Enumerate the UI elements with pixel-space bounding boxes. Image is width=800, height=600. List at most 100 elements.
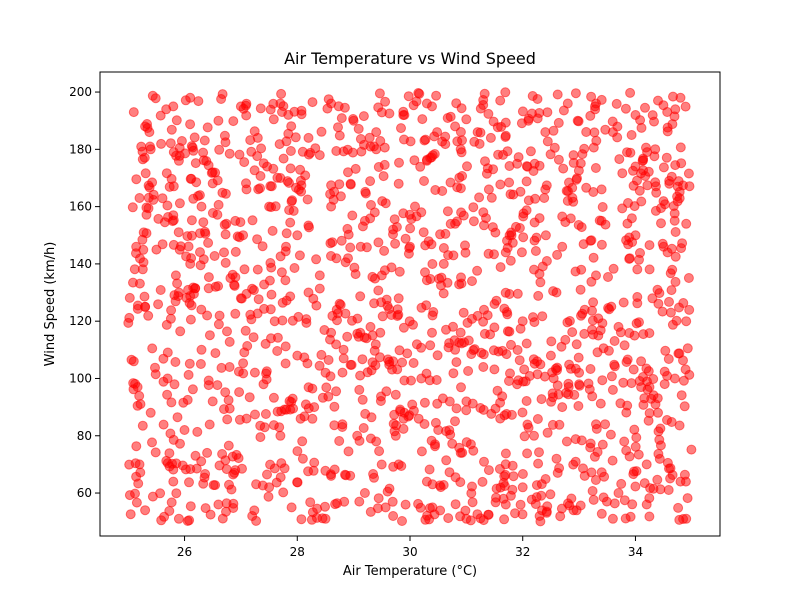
data-point bbox=[171, 115, 182, 126]
data-point bbox=[216, 362, 227, 373]
data-point bbox=[198, 478, 209, 489]
data-point bbox=[587, 324, 597, 335]
data-point bbox=[483, 184, 494, 195]
data-point bbox=[659, 366, 670, 377]
data-point bbox=[216, 94, 227, 104]
data-point bbox=[616, 478, 627, 489]
data-point bbox=[196, 456, 207, 467]
data-point bbox=[131, 174, 142, 185]
data-point bbox=[293, 311, 304, 322]
data-point bbox=[272, 406, 283, 417]
data-point bbox=[180, 148, 191, 159]
data-point bbox=[556, 341, 567, 352]
data-point bbox=[330, 499, 341, 510]
data-point bbox=[158, 419, 169, 430]
data-point bbox=[603, 272, 613, 282]
data-point bbox=[642, 147, 653, 158]
data-point bbox=[350, 163, 361, 174]
data-point bbox=[553, 154, 564, 165]
data-point bbox=[402, 348, 413, 359]
data-point bbox=[259, 422, 270, 433]
x-tick-label: 28 bbox=[290, 545, 305, 559]
data-point bbox=[141, 209, 152, 220]
data-point bbox=[622, 354, 633, 365]
data-point bbox=[389, 409, 400, 420]
data-point bbox=[296, 514, 307, 525]
data-point bbox=[518, 232, 529, 243]
data-point bbox=[132, 382, 143, 392]
data-point bbox=[644, 264, 655, 275]
data-point bbox=[674, 420, 685, 431]
data-point bbox=[468, 216, 479, 227]
data-point bbox=[371, 127, 382, 138]
data-point bbox=[208, 480, 219, 491]
data-point bbox=[641, 459, 652, 470]
data-point bbox=[238, 368, 249, 379]
data-point bbox=[164, 448, 175, 459]
data-point bbox=[325, 371, 336, 382]
data-point bbox=[369, 345, 380, 356]
data-point bbox=[438, 243, 449, 253]
data-point bbox=[596, 184, 607, 195]
data-point bbox=[219, 247, 229, 258]
data-point bbox=[393, 178, 404, 189]
data-point bbox=[285, 146, 296, 156]
data-point bbox=[442, 206, 453, 217]
data-point bbox=[191, 177, 202, 188]
data-point bbox=[224, 479, 234, 490]
data-point bbox=[310, 143, 321, 154]
data-point bbox=[554, 419, 565, 430]
data-point bbox=[506, 339, 516, 350]
data-point bbox=[222, 326, 232, 337]
data-point bbox=[501, 349, 512, 360]
data-point bbox=[454, 172, 465, 183]
data-point bbox=[681, 316, 692, 327]
data-point bbox=[682, 493, 693, 504]
data-point bbox=[607, 513, 618, 524]
data-point bbox=[540, 230, 551, 241]
data-point bbox=[542, 107, 553, 118]
data-point bbox=[316, 126, 327, 137]
data-point bbox=[165, 428, 176, 439]
data-point bbox=[570, 456, 581, 467]
data-point bbox=[175, 241, 186, 252]
data-point bbox=[124, 292, 135, 303]
data-point bbox=[249, 165, 260, 176]
data-point bbox=[253, 294, 264, 305]
data-point bbox=[632, 264, 643, 275]
data-point bbox=[631, 432, 642, 443]
data-point bbox=[652, 284, 663, 295]
data-point bbox=[463, 366, 474, 376]
data-point bbox=[165, 138, 176, 149]
data-point bbox=[312, 503, 323, 514]
data-point bbox=[251, 515, 262, 526]
data-point bbox=[661, 152, 672, 163]
data-point bbox=[552, 89, 563, 100]
data-point bbox=[501, 409, 512, 419]
data-point bbox=[331, 386, 342, 397]
data-point bbox=[586, 467, 597, 478]
data-point bbox=[526, 494, 537, 505]
data-point bbox=[422, 154, 432, 165]
data-point bbox=[286, 397, 297, 407]
data-point bbox=[481, 168, 492, 179]
data-point bbox=[314, 270, 325, 281]
data-point bbox=[281, 228, 292, 239]
data-point bbox=[573, 220, 584, 230]
data-point bbox=[188, 145, 199, 156]
data-point bbox=[575, 284, 586, 295]
data-point bbox=[408, 405, 419, 416]
data-point bbox=[648, 374, 659, 384]
data-point bbox=[636, 356, 647, 367]
data-point bbox=[558, 163, 569, 174]
data-point bbox=[515, 186, 526, 197]
data-point bbox=[256, 143, 267, 154]
data-point bbox=[408, 319, 418, 330]
data-point bbox=[570, 266, 581, 277]
data-point bbox=[124, 490, 135, 501]
data-point bbox=[369, 298, 380, 309]
data-point bbox=[437, 186, 448, 196]
data-point bbox=[578, 239, 589, 250]
data-point bbox=[551, 453, 562, 464]
data-point bbox=[196, 201, 207, 212]
